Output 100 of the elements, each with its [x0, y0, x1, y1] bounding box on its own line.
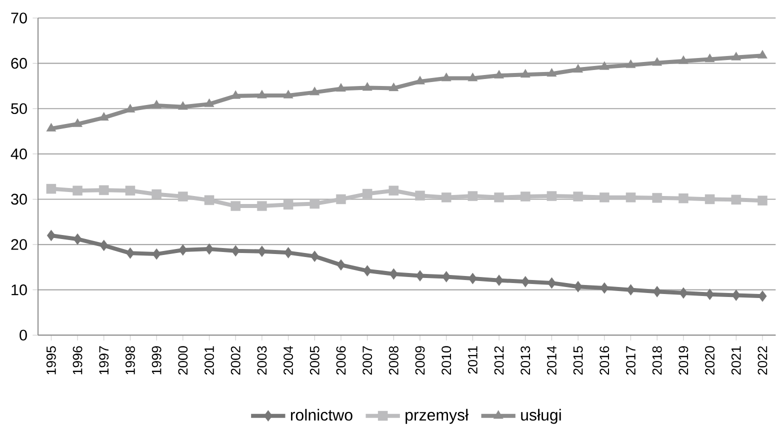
point [468, 272, 477, 284]
x-tick-label: 2009 [415, 346, 425, 375]
y-tick-label: 60 [11, 58, 27, 69]
point [46, 184, 56, 194]
x-tick-label: 2018 [652, 346, 662, 375]
point [652, 57, 662, 66]
point [415, 190, 425, 200]
point [283, 200, 294, 210]
point [468, 191, 478, 201]
point [678, 193, 688, 204]
x-tick-label: 1995 [46, 346, 56, 374]
point [573, 192, 583, 202]
point [283, 90, 294, 98]
point [388, 186, 399, 196]
point [704, 194, 715, 204]
y-tick-label: 0 [20, 330, 27, 340]
point [98, 112, 109, 120]
point [230, 201, 240, 211]
x-tick-label: 2011 [468, 346, 478, 374]
point [599, 61, 610, 70]
point [679, 287, 688, 299]
point [257, 201, 267, 211]
point [600, 192, 610, 202]
x-tick-label: 2010 [442, 346, 452, 375]
x-tick-label: 2016 [600, 346, 610, 375]
point [152, 100, 162, 108]
legend-label: usługi [521, 408, 561, 424]
x-tick-label: 2003 [257, 346, 267, 375]
point [73, 233, 82, 245]
point [706, 288, 714, 300]
y-tick-label: 10 [12, 284, 27, 296]
point [310, 198, 320, 209]
point [442, 270, 451, 282]
point [626, 192, 636, 202]
point [546, 68, 557, 77]
x-tick-label: 2014 [547, 346, 556, 375]
x-tick-label: 2013 [520, 346, 530, 375]
point [731, 194, 742, 204]
point [258, 246, 266, 257]
point [758, 50, 768, 58]
point [72, 186, 82, 196]
point [336, 194, 346, 204]
point [704, 53, 715, 62]
point [204, 98, 214, 107]
x-tick-label: 2002 [230, 346, 240, 375]
point [441, 72, 452, 82]
point [389, 268, 398, 280]
point [626, 284, 636, 296]
point [520, 192, 530, 202]
point [626, 59, 636, 68]
x-tick-label: 2021 [731, 346, 741, 375]
point [46, 230, 56, 242]
x-tick-label: 2017 [626, 346, 636, 375]
point [362, 188, 372, 199]
point [99, 185, 109, 195]
point [178, 244, 188, 256]
point [178, 192, 188, 202]
x-tick-label: 2020 [705, 346, 715, 375]
x-tick-label: 2000 [178, 346, 188, 375]
point [257, 90, 267, 98]
point [758, 196, 768, 206]
x-tick-label: 2008 [388, 346, 398, 375]
point [388, 82, 399, 92]
point [652, 192, 662, 203]
point [494, 192, 504, 202]
point [416, 270, 424, 282]
point [100, 240, 108, 252]
y-tick-label: 30 [11, 194, 27, 205]
point [520, 68, 530, 78]
x-tick-label: 1996 [72, 346, 82, 374]
point [178, 101, 188, 110]
point [152, 248, 161, 260]
point [441, 192, 452, 202]
point [72, 118, 82, 127]
point [363, 265, 372, 276]
y-tick-label: 40 [10, 148, 27, 160]
point [678, 55, 688, 64]
point [310, 86, 320, 96]
point [204, 243, 214, 255]
point [362, 82, 372, 91]
point [652, 286, 662, 298]
x-tick-label: 2005 [310, 346, 320, 375]
point [468, 72, 478, 82]
point [573, 64, 584, 72]
point [521, 276, 530, 288]
x-tick-label: 1999 [152, 346, 162, 374]
point [732, 290, 740, 301]
point [46, 122, 56, 132]
point [310, 250, 319, 262]
point [336, 259, 346, 271]
point [494, 274, 504, 286]
point [600, 282, 609, 294]
point [126, 247, 135, 259]
x-tick-label: 2006 [336, 346, 346, 375]
point [574, 280, 582, 292]
x-tick-label: 2015 [573, 346, 583, 375]
point [546, 191, 557, 201]
x-tick-label: 2001 [204, 346, 214, 375]
y-tick-label: 50 [11, 103, 27, 114]
point [204, 195, 214, 205]
